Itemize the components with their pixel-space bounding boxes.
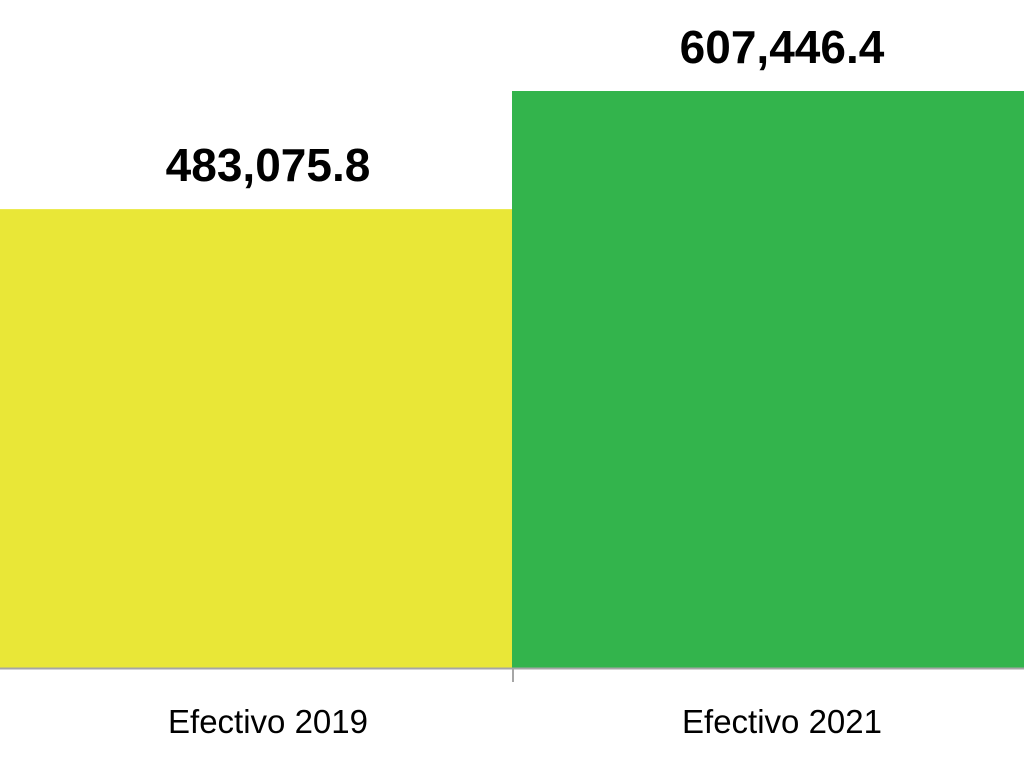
category-label-1: Efectivo 2019 <box>168 703 368 740</box>
category-label-2: Efectivo 2021 <box>682 703 882 740</box>
bars-group <box>0 91 1024 668</box>
value-label-2: 607,446.4 <box>680 21 885 73</box>
value-label-1: 483,075.8 <box>166 139 371 191</box>
bar-2 <box>512 91 1024 668</box>
value-labels-group: 483,075.8 607,446.4 <box>166 21 885 191</box>
category-labels-group: Efectivo 2019 Efectivo 2021 <box>168 703 882 740</box>
bar-1 <box>0 209 512 668</box>
